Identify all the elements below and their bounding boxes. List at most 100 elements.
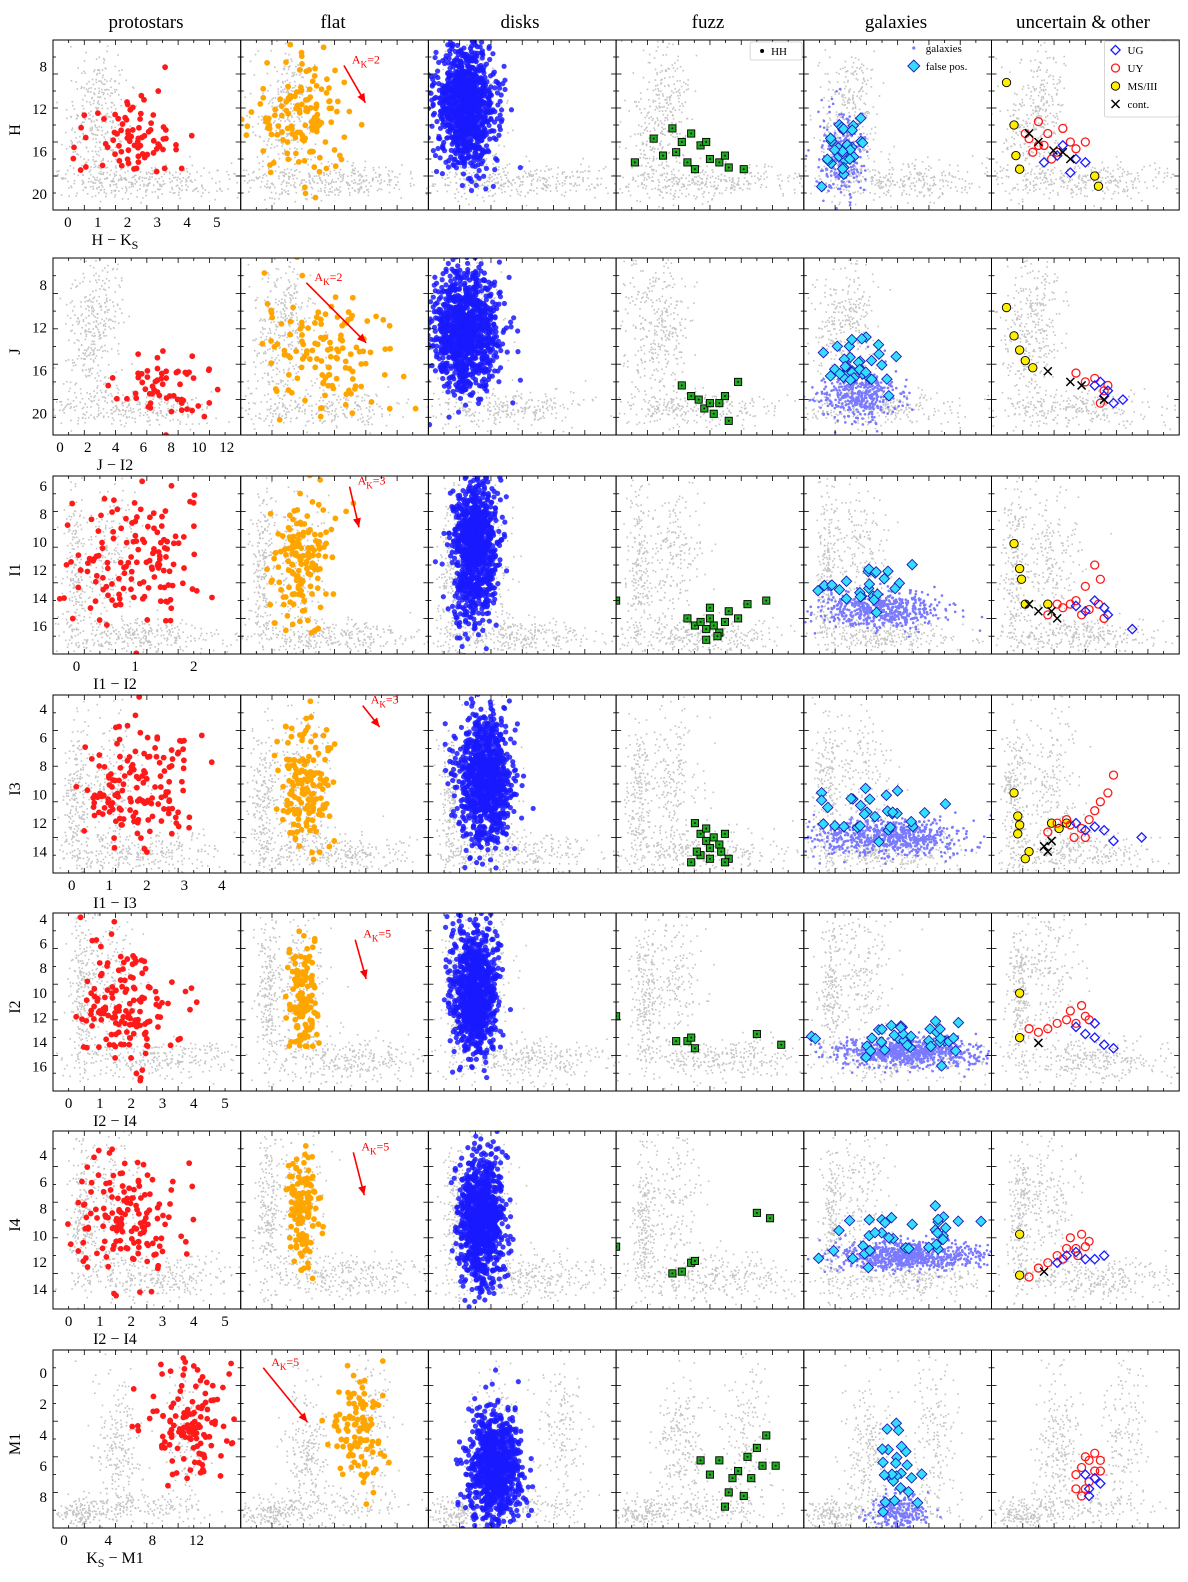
field-star-point	[361, 175, 364, 177]
field-star-point	[358, 188, 360, 190]
disk-source-point	[476, 139, 482, 145]
field-star-point	[905, 175, 908, 177]
disk-source-point	[458, 73, 464, 79]
field-star-point	[114, 91, 116, 93]
field-star-point	[922, 179, 925, 181]
field-star-point	[330, 182, 332, 185]
field-star-point	[948, 164, 951, 166]
galaxy-point	[862, 188, 866, 192]
field-star-point	[114, 190, 116, 192]
field-star-point	[852, 102, 855, 105]
field-star-point	[829, 56, 831, 59]
flat-source-point	[284, 125, 291, 132]
field-star-point	[259, 136, 262, 138]
field-star-point	[986, 171, 989, 173]
field-star-point	[109, 173, 111, 176]
field-star-point	[90, 166, 92, 168]
disk-source-point	[467, 94, 473, 100]
field-star-point	[625, 185, 628, 188]
field-star-point	[642, 132, 645, 134]
field-star-point	[692, 179, 695, 182]
protostar-point	[126, 138, 133, 145]
field-star-point	[1018, 108, 1020, 111]
field-star-point	[914, 168, 916, 170]
field-star-point	[709, 176, 712, 179]
disk-source-point	[435, 145, 441, 152]
field-star-point	[713, 194, 715, 197]
field-star-point	[111, 150, 114, 153]
disk-source-point	[452, 102, 458, 108]
field-star-point	[109, 116, 112, 119]
field-star-point	[887, 189, 890, 191]
field-star-point	[113, 196, 116, 198]
field-star-point	[925, 175, 928, 178]
field-star-point	[599, 183, 602, 186]
field-star-point	[737, 180, 740, 182]
field-star-point	[625, 175, 627, 177]
field-star-point	[870, 128, 873, 130]
field-star-point	[301, 179, 304, 181]
galaxy-point	[817, 110, 820, 114]
field-star-point	[923, 183, 926, 186]
field-star-point	[282, 67, 285, 70]
field-star-point	[1013, 138, 1016, 140]
field-star-point	[885, 174, 888, 177]
field-star-point	[887, 178, 889, 181]
field-star-point	[860, 95, 863, 97]
field-star-point	[614, 187, 616, 189]
field-star-point	[607, 192, 609, 195]
field-star-point	[378, 173, 381, 176]
field-star-point	[92, 181, 94, 184]
field-star-point	[100, 184, 103, 187]
field-star-point	[661, 106, 664, 108]
field-star-point	[359, 186, 362, 189]
field-star-point	[258, 168, 261, 171]
field-star-point	[839, 186, 842, 189]
field-star-point	[323, 189, 326, 192]
galaxy-point	[823, 133, 826, 137]
field-star-point	[1044, 180, 1047, 183]
field-star-point	[677, 55, 680, 58]
field-star-point	[668, 29, 670, 31]
flat-source-point	[293, 105, 299, 112]
field-star-point	[286, 79, 289, 82]
field-star-point	[284, 80, 286, 83]
disk-source-point	[476, 167, 482, 174]
field-star-point	[951, 175, 953, 177]
field-star-point	[721, 192, 723, 195]
field-star-point	[876, 182, 878, 185]
field-star-point	[98, 180, 100, 182]
field-star-point	[656, 119, 659, 121]
field-star-point	[281, 152, 284, 154]
field-star-point	[495, 153, 497, 155]
field-star-point	[80, 87, 82, 90]
field-star-point	[1017, 188, 1020, 191]
disk-source-point	[430, 82, 436, 88]
field-star-point	[364, 166, 366, 169]
field-star-point	[968, 182, 971, 185]
field-star-point	[351, 168, 354, 171]
field-star-point	[681, 102, 683, 105]
field-star-point	[157, 195, 159, 198]
field-star-point	[103, 188, 106, 191]
field-star-point	[201, 187, 204, 189]
field-star-point	[262, 174, 265, 177]
field-star-point	[659, 71, 662, 74]
flat-source-point	[277, 96, 284, 103]
field-star-point	[668, 95, 671, 98]
field-star-point	[837, 136, 839, 139]
field-star-point	[656, 94, 659, 96]
field-star-point	[657, 87, 659, 90]
field-star-point	[499, 184, 502, 187]
field-star-point	[388, 180, 391, 183]
disk-source-point	[483, 186, 489, 192]
field-star-point	[291, 72, 294, 74]
field-star-point	[878, 172, 881, 175]
field-star-point	[846, 107, 848, 109]
field-star-point	[1056, 142, 1059, 144]
field-star-point	[668, 68, 671, 70]
field-star-point	[171, 174, 174, 177]
field-star-point	[362, 179, 365, 181]
field-star-point	[829, 171, 832, 174]
galaxy-point	[840, 112, 843, 116]
